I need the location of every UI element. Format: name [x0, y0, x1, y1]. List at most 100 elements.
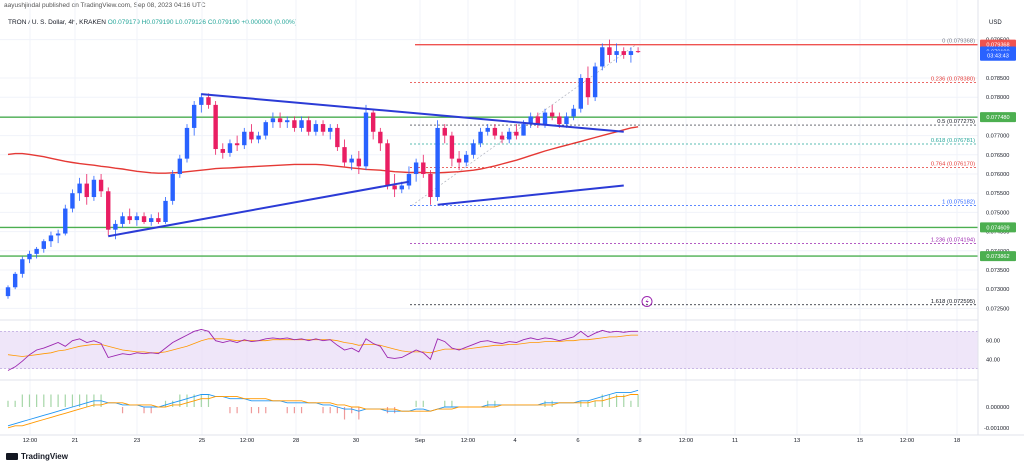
- time-axis[interactable]: 12:00 21 23 25 12:00 28 30 Sep 12:00 4 6 8 12:00 11 13…: [0, 434, 1024, 444]
- price-badge-label: 0.077480: [986, 115, 1009, 121]
- macd-signal-line: [7, 394, 639, 429]
- rsi-signal-line: [7, 334, 639, 357]
- fib-level-label: 0 (0.079368): [942, 39, 975, 45]
- candle-down: [621, 51, 626, 55]
- candle-up: [507, 131, 512, 140]
- candle-down: [306, 120, 311, 132]
- candle-up: [285, 120, 290, 123]
- time-tick-label: 28: [293, 438, 299, 444]
- time-tick-label: 18: [954, 438, 960, 444]
- price-axis[interactable]: 0.0795000.0785000.0780000.0775000.077000…: [977, 0, 1009, 435]
- fib-level-label: 0.618 (0.076781): [931, 138, 975, 144]
- candle-down: [277, 118, 283, 123]
- candle-up: [77, 183, 82, 194]
- time-tick-label: 23: [134, 438, 140, 444]
- symbol-name: TRON / U. S. Dollar, 4h, KRAKEN: [8, 19, 106, 26]
- price-tick-label: 0.076000: [986, 172, 1009, 178]
- time-tick-label: 12:00: [240, 438, 255, 444]
- candle-up: [177, 158, 183, 174]
- candle-up: [263, 122, 268, 136]
- time-tick-label: 6: [576, 438, 579, 444]
- price-badge-label: 0.074609: [986, 225, 1009, 231]
- candle-down: [557, 116, 562, 125]
- trendlines[interactable]: [108, 93, 624, 238]
- candle-up: [191, 104, 197, 128]
- price-tick-label: 0.074500: [986, 230, 1009, 236]
- candle-down: [449, 135, 455, 159]
- candle-up: [63, 208, 68, 234]
- candle-up: [564, 116, 569, 125]
- moving-average: [7, 126, 639, 174]
- candle-up: [578, 78, 583, 109]
- candle-down: [249, 131, 254, 140]
- rsi-indicator: [0, 329, 978, 371]
- candle-up: [313, 124, 319, 132]
- price-badge: [980, 112, 1016, 123]
- time-tick-label: 12:00: [900, 438, 915, 444]
- candle-up: [614, 51, 619, 55]
- price-badge-label: 03:43:43: [987, 54, 1009, 60]
- price-tick-label: 0.072500: [986, 306, 1009, 312]
- candle-down: [421, 162, 426, 174]
- price-tick-label: 0.077000: [986, 134, 1009, 140]
- rsi-line: [7, 329, 639, 371]
- candle-up: [328, 127, 333, 132]
- candle-up: [184, 127, 190, 159]
- candle-up: [27, 253, 32, 260]
- candle-up: [5, 287, 11, 297]
- rsi-tick-label: 40.00: [986, 357, 1000, 363]
- candle-up: [199, 97, 204, 105]
- fib-level-label: 1.618 (0.072595): [931, 299, 975, 305]
- candle-up: [149, 218, 154, 222]
- candle-down: [320, 124, 326, 132]
- time-tick-label: 30: [353, 438, 359, 444]
- price-tick-label: 0.078000: [986, 95, 1009, 101]
- candle-down: [206, 97, 211, 105]
- time-tick-label: 11: [732, 438, 738, 444]
- candle-down: [213, 104, 218, 150]
- candle-up: [406, 174, 412, 186]
- candle-down: [585, 78, 591, 98]
- candle-down: [428, 174, 433, 198]
- candle-up: [363, 112, 369, 167]
- candle-down: [492, 127, 498, 136]
- candle-up: [464, 154, 469, 163]
- currency-label: USD: [989, 20, 1002, 26]
- candle-down: [370, 112, 376, 132]
- time-tick-label: 4: [513, 438, 517, 444]
- time-tick-label: Sep: [415, 438, 425, 444]
- candle-down: [514, 131, 519, 136]
- fibonacci-retracement[interactable]: 0 (0.079368) 0.236 (0.078380) 0.5 (0.07727…: [410, 39, 978, 306]
- fib-level-label: 0.5 (0.077275): [937, 119, 975, 125]
- time-tick-label: 12:00: [23, 438, 38, 444]
- time-tick-label: 12:00: [461, 438, 476, 444]
- rsi-band: [0, 331, 978, 369]
- lightning-glyph: [645, 298, 649, 305]
- time-tick-label: 15: [857, 438, 863, 444]
- candle-up: [471, 143, 476, 155]
- price-tick-label: 0.075000: [986, 210, 1009, 216]
- candle-up: [70, 193, 75, 209]
- trendline: [201, 93, 624, 133]
- price-badge: [980, 251, 1016, 262]
- macd-tick-label: -0.001000: [984, 426, 1009, 432]
- candle-up: [528, 116, 533, 125]
- candle-up: [170, 174, 175, 201]
- candle-up: [91, 179, 97, 198]
- candle-down: [342, 147, 347, 163]
- fib-level-label: 1.236 (0.074194): [931, 237, 975, 243]
- candle-down: [456, 158, 462, 163]
- candle-up: [478, 131, 483, 144]
- candle-up: [600, 47, 605, 67]
- events-lightning-icon: [641, 295, 653, 307]
- trendline: [437, 184, 624, 206]
- candle-down: [220, 149, 225, 153]
- candle-down: [635, 51, 641, 53]
- candle-down: [607, 47, 612, 55]
- price-tick-label: 0.075500: [986, 191, 1009, 197]
- price-badge: [980, 222, 1016, 233]
- candle-down: [378, 131, 383, 144]
- ma-line: [7, 126, 639, 174]
- candle-down: [442, 127, 447, 136]
